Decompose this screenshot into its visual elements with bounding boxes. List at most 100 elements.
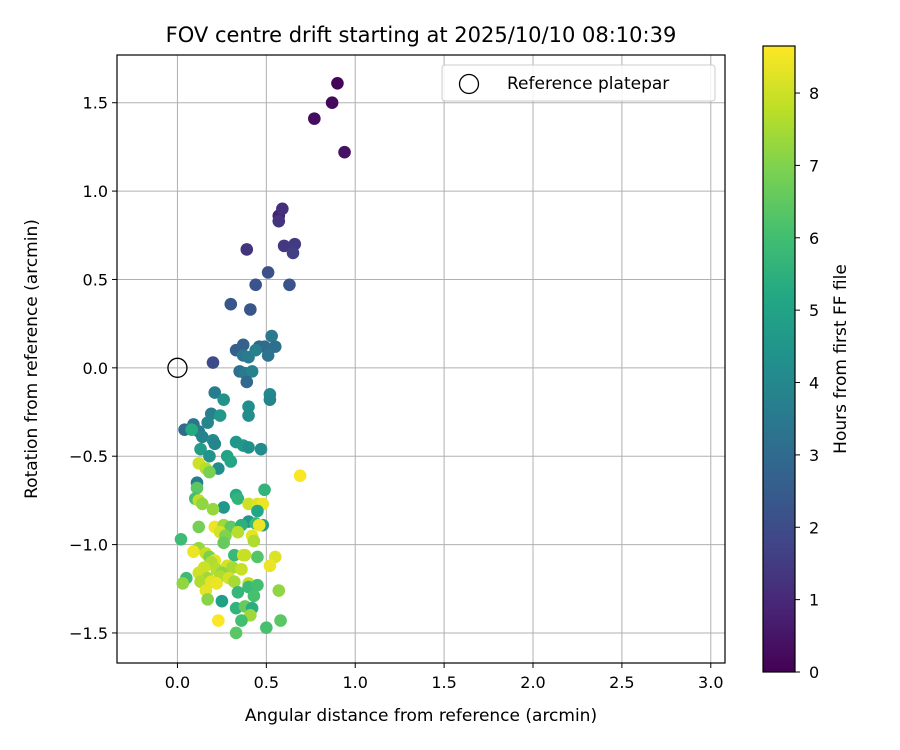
data-point bbox=[224, 455, 238, 468]
reference-marker-layer bbox=[167, 357, 188, 378]
data-point bbox=[263, 559, 277, 573]
data-point bbox=[217, 501, 230, 514]
colorbar: 0 1 2 3 4 5 6 7 8 Hours from first FF file bbox=[762, 45, 851, 682]
data-point bbox=[240, 243, 254, 256]
data-point bbox=[254, 442, 268, 456]
colorbar-label: Hours from first FF file bbox=[831, 264, 851, 454]
data-point bbox=[201, 593, 214, 606]
colorbar-tick-label: 3 bbox=[809, 446, 819, 465]
y-tick-label: 0.5 bbox=[83, 270, 108, 289]
data-point bbox=[235, 614, 248, 627]
colorbar-tick-label: 6 bbox=[809, 229, 819, 248]
data-point bbox=[217, 393, 230, 406]
data-point bbox=[244, 303, 257, 316]
data-point bbox=[251, 578, 264, 592]
data-point bbox=[242, 409, 255, 422]
data-point bbox=[238, 548, 252, 562]
data-points bbox=[174, 76, 351, 640]
data-point bbox=[240, 375, 254, 389]
data-point bbox=[268, 340, 282, 353]
data-point bbox=[228, 575, 241, 588]
y-tick-label: −1.0 bbox=[69, 536, 108, 555]
data-point bbox=[194, 442, 207, 456]
colorbar-tick-label: 4 bbox=[809, 374, 819, 393]
data-point bbox=[286, 246, 300, 260]
y-tick-label: −0.5 bbox=[69, 447, 108, 466]
data-point bbox=[208, 437, 222, 451]
data-point bbox=[174, 532, 188, 546]
data-point bbox=[247, 534, 261, 548]
data-point bbox=[247, 589, 261, 603]
x-tick-label: 2.0 bbox=[520, 673, 545, 692]
data-point bbox=[236, 338, 250, 352]
data-point bbox=[228, 548, 241, 562]
x-tick-label: 3.0 bbox=[698, 673, 723, 692]
data-point bbox=[251, 504, 264, 518]
data-point bbox=[251, 550, 264, 564]
data-point bbox=[272, 214, 286, 228]
colorbar-tick-label: 1 bbox=[809, 591, 819, 610]
data-point bbox=[206, 502, 220, 516]
legend-box bbox=[441, 64, 716, 102]
data-point bbox=[242, 441, 255, 454]
legend-label: Reference platepar bbox=[507, 74, 669, 94]
data-point bbox=[196, 430, 209, 444]
colorbar-frame bbox=[762, 45, 796, 673]
y-tick-label: 1.0 bbox=[83, 182, 108, 201]
data-point bbox=[263, 393, 277, 406]
data-point bbox=[213, 409, 227, 422]
data-point bbox=[235, 563, 248, 576]
data-point bbox=[206, 356, 220, 369]
y-axis-label: Rotation from reference (arcmin) bbox=[22, 219, 42, 499]
data-point bbox=[325, 96, 339, 110]
y-tick-label: −1.5 bbox=[69, 624, 108, 643]
data-point bbox=[229, 626, 243, 640]
data-point bbox=[242, 497, 255, 511]
data-point bbox=[274, 614, 287, 627]
data-point bbox=[283, 278, 296, 292]
data-point bbox=[293, 469, 307, 482]
data-point bbox=[212, 614, 225, 627]
x-axis-label: Angular distance from reference (arcmin) bbox=[245, 706, 597, 726]
y-tick-label: 0.0 bbox=[83, 359, 108, 378]
colorbar-tick-label: 2 bbox=[809, 518, 819, 537]
legend: Reference platepar bbox=[441, 64, 716, 102]
data-point bbox=[231, 586, 245, 599]
x-tick-label: 1.5 bbox=[431, 673, 456, 692]
data-point bbox=[203, 465, 216, 479]
data-point bbox=[208, 386, 222, 399]
x-tick-label: 0.0 bbox=[165, 673, 190, 692]
data-point bbox=[196, 497, 209, 511]
data-point bbox=[192, 520, 206, 534]
reference-platepar-marker bbox=[167, 357, 188, 378]
data-point bbox=[331, 76, 344, 90]
data-point bbox=[261, 266, 275, 279]
colorbar-gradient bbox=[763, 46, 795, 672]
y-axis-ticks: −1.5 −1.0 −0.5 0.0 0.5 1.0 1.5 bbox=[69, 94, 117, 643]
x-tick-label: 0.5 bbox=[254, 673, 279, 692]
data-point bbox=[277, 239, 291, 253]
data-point bbox=[231, 492, 245, 505]
x-tick-label: 2.5 bbox=[609, 673, 634, 692]
colorbar-ticks: 0 1 2 3 4 5 6 7 8 bbox=[795, 84, 819, 682]
legend-reference-marker bbox=[458, 73, 480, 95]
data-point bbox=[249, 343, 262, 357]
data-point bbox=[203, 449, 216, 463]
data-point bbox=[231, 525, 245, 539]
plot-area-frame bbox=[116, 54, 726, 664]
x-axis-ticks: 0.0 0.5 1.0 1.5 2.0 2.5 3.0 bbox=[165, 663, 724, 692]
data-point bbox=[201, 416, 214, 429]
colorbar-tick-label: 7 bbox=[809, 156, 819, 175]
data-point bbox=[187, 545, 200, 558]
data-point bbox=[308, 112, 321, 125]
data-point bbox=[258, 483, 271, 497]
colorbar-tick-label: 5 bbox=[809, 301, 819, 320]
data-point bbox=[176, 577, 190, 590]
colorbar-tick-label: 0 bbox=[809, 663, 819, 682]
data-point bbox=[338, 145, 351, 159]
x-tick-label: 1.0 bbox=[342, 673, 367, 692]
data-point bbox=[242, 400, 255, 414]
y-tick-label: 1.5 bbox=[83, 94, 108, 113]
